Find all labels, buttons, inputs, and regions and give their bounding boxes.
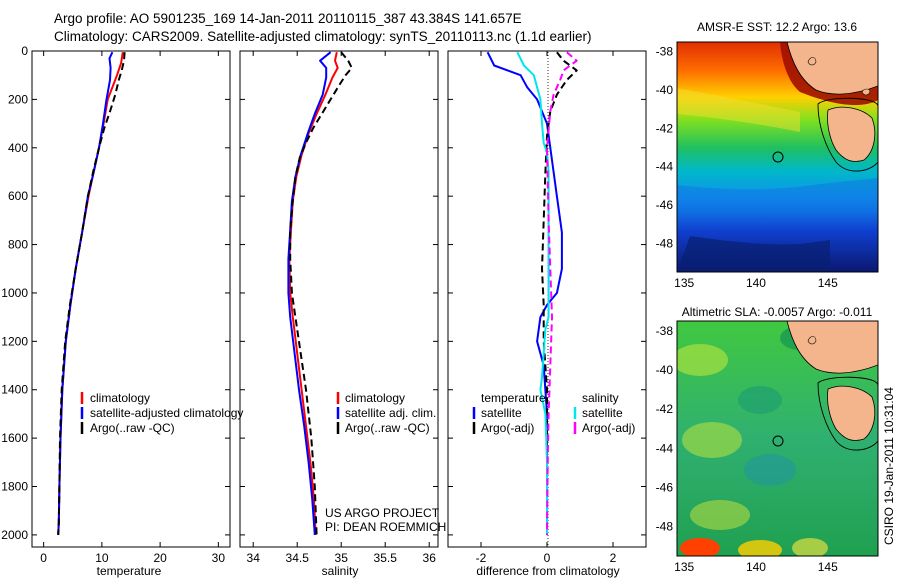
map-y-tick-label: -38 bbox=[656, 45, 674, 59]
legend-climatology: climatology bbox=[345, 391, 405, 405]
legend-temperature-satellite: satellite bbox=[481, 406, 522, 420]
series-line-argo-raw-qc bbox=[57, 52, 126, 535]
series-line-argo-raw-qc bbox=[289, 51, 353, 535]
x-tick-label: 20 bbox=[153, 551, 167, 565]
map-y-tick-label: -38 bbox=[656, 324, 674, 338]
x-tick-label: 34 bbox=[247, 551, 261, 565]
map-x-tick-label: 135 bbox=[674, 276, 694, 290]
map-y-tick-label: -46 bbox=[656, 198, 674, 212]
y-tick-label: 1000 bbox=[1, 286, 28, 300]
sla-map-title: Altimetric SLA: -0.0057 Argo: -0.011 bbox=[682, 305, 873, 319]
legend-satellite-adjusted: satellite-adjusted climatology bbox=[90, 406, 243, 420]
x-tick-label: -2 bbox=[476, 551, 487, 565]
argo-position-marker bbox=[772, 151, 784, 163]
y-tick-label: 1200 bbox=[1, 334, 28, 348]
map-y-tick-label: -48 bbox=[656, 520, 674, 534]
map-x-tick-label: 145 bbox=[818, 560, 838, 574]
sla-map-axes bbox=[676, 320, 879, 557]
temperature-axis-label: temperature bbox=[97, 564, 162, 578]
legend-salinity-satellite: satellite bbox=[582, 406, 623, 420]
x-tick-label: 0 bbox=[544, 551, 551, 565]
y-tick-label: 600 bbox=[8, 189, 28, 203]
salinity-axis-label: salinity bbox=[322, 564, 359, 578]
y-tick-label: 1800 bbox=[1, 480, 28, 494]
y-tick-label: 0 bbox=[21, 44, 28, 58]
legend-satellite-adj: satellite adj. clim. bbox=[345, 406, 436, 420]
sst-map-image bbox=[677, 42, 878, 272]
map-y-tick-label: -42 bbox=[656, 402, 674, 416]
map-x-tick-label: 145 bbox=[818, 276, 838, 290]
map-x-tick-label: 140 bbox=[746, 560, 766, 574]
y-tick-label: 200 bbox=[8, 92, 28, 106]
x-tick-label: 10 bbox=[95, 551, 109, 565]
salinity-axes bbox=[239, 50, 439, 548]
series-line-climatology bbox=[57, 52, 124, 535]
y-tick-label: 800 bbox=[8, 238, 28, 252]
series-line-temperature-argo-adj bbox=[541, 51, 578, 535]
legend-temperature-header: temperature bbox=[481, 391, 546, 405]
map-x-tick-label: 140 bbox=[746, 276, 766, 290]
legend-temperature-argo: Argo(-adj) bbox=[481, 421, 534, 435]
y-tick-label: 1600 bbox=[1, 431, 28, 445]
series-line-salinity-argo-adj bbox=[546, 51, 578, 535]
figure-title-line1: Argo profile: AO 5901235_169 14-Jan-2011… bbox=[54, 11, 522, 26]
map-y-tick-label: -44 bbox=[656, 160, 674, 174]
figure-title-line2: Climatology: CARS2009. Satellite-adjuste… bbox=[54, 29, 592, 44]
credits-line2: PI: DEAN ROEMMICH bbox=[325, 520, 446, 534]
map-y-tick-label: -40 bbox=[656, 83, 674, 97]
map-y-tick-label: -44 bbox=[656, 441, 674, 455]
y-tick-label: 2000 bbox=[1, 528, 28, 542]
argo-position-marker bbox=[772, 435, 784, 447]
legend-salinity-header: salinity bbox=[582, 391, 619, 405]
salinity-legend: climatology satellite adj. clim. Argo(..… bbox=[336, 391, 436, 435]
legend-argo: Argo(..raw -QC) bbox=[90, 421, 175, 435]
sst-map-axes bbox=[676, 41, 879, 273]
legend-salinity-argo: Argo(-adj) bbox=[582, 421, 635, 435]
x-tick-label: 34.5 bbox=[286, 551, 310, 565]
map-y-tick-label: -40 bbox=[656, 363, 674, 377]
x-tick-label: 0 bbox=[40, 551, 47, 565]
y-tick-label: 1400 bbox=[1, 383, 28, 397]
timestamp-label: CSIRO 19-Jan-2011 10:31:04 bbox=[882, 387, 896, 545]
map-y-tick-label: -48 bbox=[656, 236, 674, 250]
map-y-tick-label: -46 bbox=[656, 480, 674, 494]
legend-climatology: climatology bbox=[90, 391, 150, 405]
x-tick-label: 35.5 bbox=[374, 551, 398, 565]
difference-axis-label: difference from climatology bbox=[476, 564, 619, 578]
sla-map-image bbox=[677, 321, 878, 556]
difference-legend: temperature satellite Argo(-adj) salinit… bbox=[472, 391, 635, 435]
x-tick-label: 30 bbox=[212, 551, 226, 565]
credits-line1: US ARGO PROJECT bbox=[325, 506, 440, 520]
x-tick-label: 36 bbox=[423, 551, 437, 565]
legend-argo: Argo(..raw -QC) bbox=[345, 421, 430, 435]
map-y-tick-label: -42 bbox=[656, 121, 674, 135]
y-tick-label: 400 bbox=[8, 141, 28, 155]
map-x-tick-label: 135 bbox=[674, 560, 694, 574]
temperature-axes bbox=[31, 50, 231, 548]
temperature-legend: climatology satellite-adjusted climatolo… bbox=[80, 391, 243, 435]
series-line-satellite-adj-clim bbox=[287, 51, 332, 535]
x-tick-label: 2 bbox=[610, 551, 617, 565]
sst-map-title: AMSR-E SST: 12.2 Argo: 13.6 bbox=[697, 20, 857, 34]
x-tick-label: 35 bbox=[335, 551, 349, 565]
